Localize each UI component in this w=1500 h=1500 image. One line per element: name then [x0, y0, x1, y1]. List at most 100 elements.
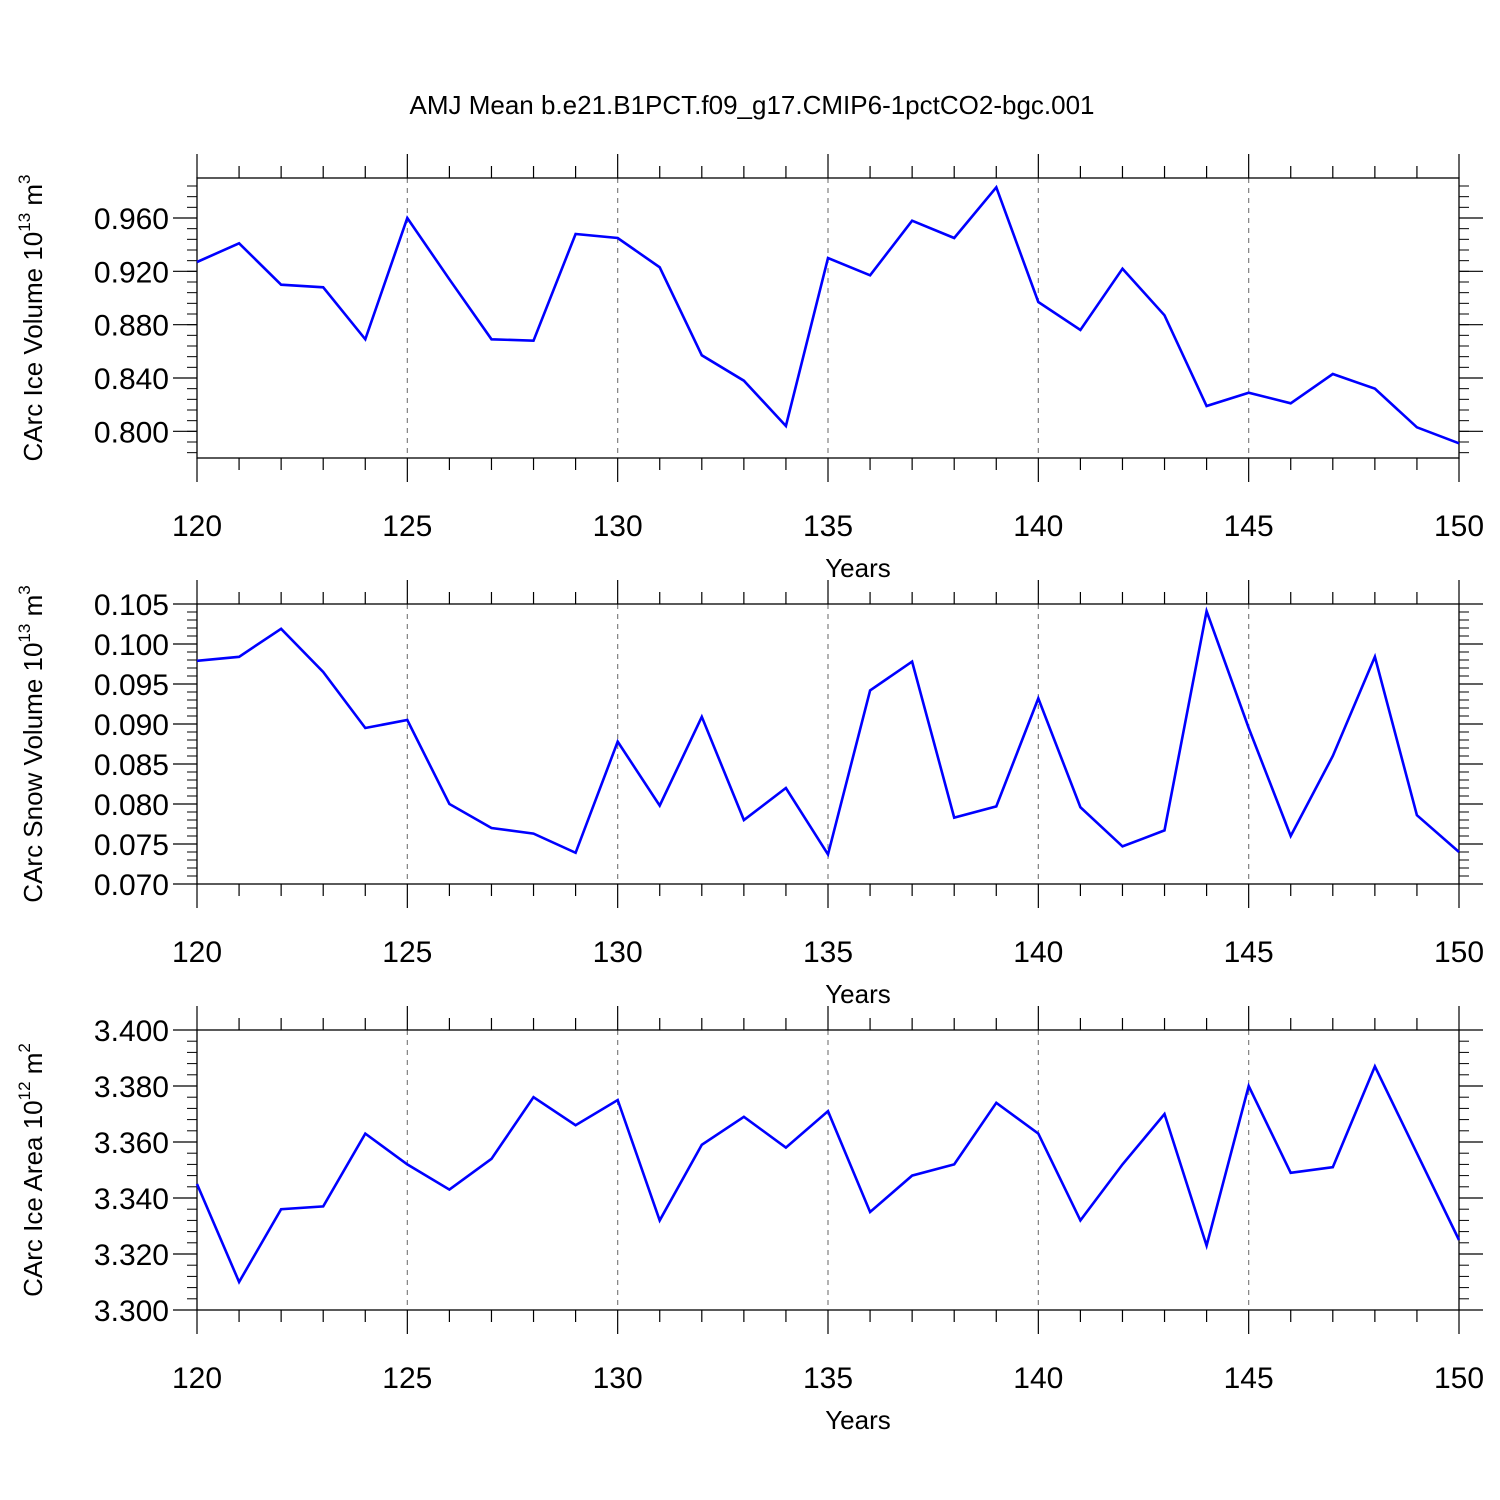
data-point	[279, 283, 283, 287]
data-point	[1120, 1162, 1124, 1166]
data-point	[1373, 1064, 1377, 1068]
y-tick-label: 0.920	[94, 256, 169, 289]
data-point	[1247, 1084, 1251, 1088]
data-point	[1036, 1132, 1040, 1136]
data-point	[1120, 844, 1124, 848]
data-point	[489, 337, 493, 341]
data-point	[1415, 813, 1419, 817]
data-point	[1078, 805, 1082, 809]
data-point	[700, 353, 704, 357]
data-point	[195, 659, 199, 663]
data-point	[1205, 609, 1209, 613]
data-point	[616, 740, 620, 744]
data-point	[574, 851, 578, 855]
data-point	[363, 726, 367, 730]
data-point	[279, 627, 283, 631]
y-axis-title-main: CArc Ice Volume 10	[18, 232, 48, 462]
data-point	[994, 804, 998, 808]
data-point	[1078, 328, 1082, 332]
data-point	[784, 786, 788, 790]
data-point	[1331, 1165, 1335, 1169]
data-point	[1036, 300, 1040, 304]
data-point	[616, 236, 620, 240]
data-point	[447, 277, 451, 281]
data-point	[195, 1182, 199, 1186]
data-point	[1373, 655, 1377, 659]
y-tick-label: 0.080	[94, 789, 169, 822]
data-point	[868, 1210, 872, 1214]
x-tick-label: 120	[172, 510, 222, 543]
x-tick-label: 130	[593, 510, 643, 543]
data-point	[279, 1207, 283, 1211]
data-point	[784, 1146, 788, 1150]
y-axis-title-unit-exponent: 3	[15, 585, 34, 594]
data-point	[658, 265, 662, 269]
data-point	[826, 256, 830, 260]
y-axis-title-exponent: 13	[15, 213, 34, 232]
data-point	[994, 1101, 998, 1105]
data-point	[1457, 441, 1461, 445]
y-tick-label: 0.095	[94, 669, 169, 702]
x-tick-label: 135	[803, 510, 853, 543]
x-tick-label: 145	[1224, 936, 1274, 969]
y-tick-label: 0.100	[94, 629, 169, 662]
y-axis-title-unit: m	[18, 595, 48, 624]
data-point	[489, 826, 493, 830]
figure-title: AMJ Mean b.e21.B1PCT.f09_g17.CMIP6-1pctC…	[409, 90, 1094, 120]
data-point	[574, 232, 578, 236]
y-tick-label: 0.840	[94, 363, 169, 396]
y-tick-label: 0.105	[94, 589, 169, 622]
data-point	[784, 424, 788, 428]
y-axis-title-unit: m	[18, 1053, 48, 1082]
data-point	[532, 1095, 536, 1099]
data-point	[1415, 425, 1419, 429]
panels: 120 125 130 135 140 145 150 0.800 0.840 0.880 0.92…	[15, 154, 1484, 1435]
x-tick-label: 150	[1434, 1362, 1484, 1395]
data-point	[321, 670, 325, 674]
data-point	[826, 1109, 830, 1113]
data-point	[616, 1098, 620, 1102]
y-axis-title-unit-exponent: 2	[15, 1043, 34, 1052]
data-point	[321, 285, 325, 289]
x-tick-label: 130	[593, 1362, 643, 1395]
data-point	[532, 339, 536, 343]
y-tick-label: 0.075	[94, 829, 169, 862]
x-tick-label: 120	[172, 936, 222, 969]
data-point	[447, 802, 451, 806]
data-point	[237, 655, 241, 659]
data-point	[742, 1115, 746, 1119]
data-point	[1331, 372, 1335, 376]
y-tick-label: 0.960	[94, 203, 169, 236]
y-tick-label: 0.070	[94, 869, 169, 902]
data-point	[1331, 754, 1335, 758]
data-point	[1163, 1112, 1167, 1116]
data-point	[742, 818, 746, 822]
x-tick-label: 145	[1224, 1362, 1274, 1395]
data-point	[952, 236, 956, 240]
data-point	[321, 1204, 325, 1208]
data-point	[363, 337, 367, 341]
x-tick-label: 125	[382, 1362, 432, 1395]
data-point	[910, 660, 914, 664]
x-tick-label: 135	[803, 936, 853, 969]
series-line	[196, 606, 1460, 858]
data-point	[1163, 313, 1167, 317]
y-tick-label: 3.340	[94, 1183, 169, 1216]
data-point	[952, 816, 956, 820]
data-point	[1289, 834, 1293, 838]
y-axis-title-main: CArc Ice Area 10	[18, 1100, 48, 1297]
panel-2: 120 125 130 135 140 145 150 0.070 0.075 0.080 0.08…	[15, 580, 1484, 1009]
y-tick-label: 3.360	[94, 1127, 169, 1160]
y-tick-label: 3.300	[94, 1295, 169, 1328]
data-point	[1373, 387, 1377, 391]
data-point	[742, 379, 746, 383]
data-point	[1457, 1238, 1461, 1242]
data-point	[405, 216, 409, 220]
y-axis-title: CArc Snow Volume 1013 m3	[15, 585, 48, 902]
data-point	[489, 1157, 493, 1161]
y-tick-label: 0.085	[94, 749, 169, 782]
x-tick-label: 140	[1013, 1362, 1063, 1395]
data-point	[1247, 726, 1251, 730]
y-axis-title: CArc Ice Volume 1013 m3	[15, 174, 48, 461]
data-point	[658, 1218, 662, 1222]
